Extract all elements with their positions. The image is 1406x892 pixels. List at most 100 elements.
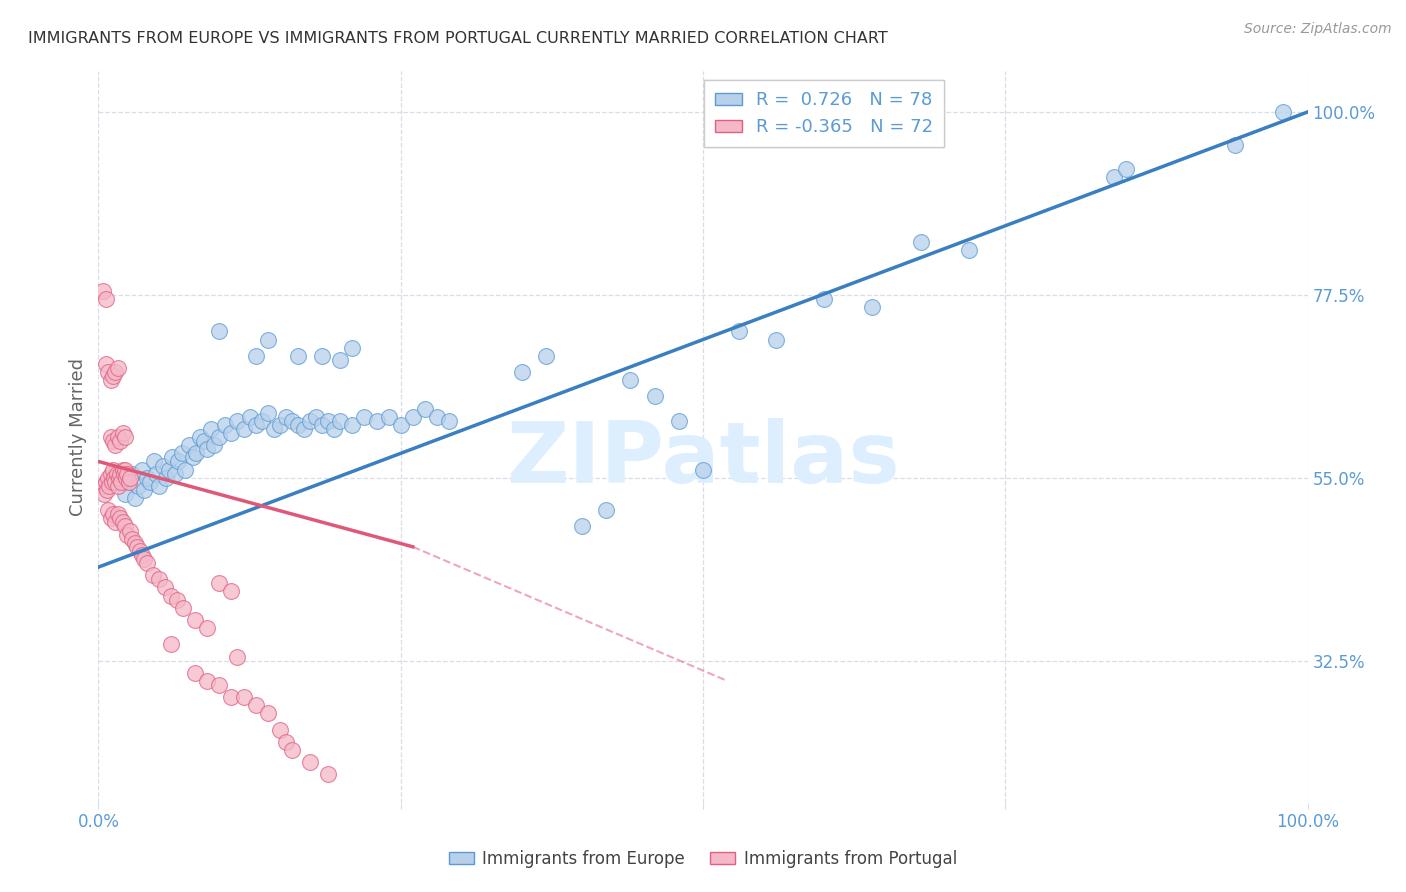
Point — [329, 414, 352, 428]
Point — [510, 365, 533, 379]
Point — [813, 292, 835, 306]
Point — [166, 592, 188, 607]
Point — [163, 467, 186, 481]
Point — [179, 438, 201, 452]
Point — [135, 556, 157, 570]
Point — [108, 511, 131, 525]
Point — [94, 475, 117, 489]
Point — [437, 414, 460, 428]
Point — [389, 417, 412, 432]
Point — [100, 511, 122, 525]
Point — [100, 430, 122, 444]
Point — [101, 462, 124, 476]
Point — [311, 349, 333, 363]
Point — [127, 479, 149, 493]
Point — [426, 409, 449, 424]
Point — [131, 548, 153, 562]
Point — [221, 584, 243, 599]
Point — [104, 365, 127, 379]
Point — [274, 735, 297, 749]
Point — [131, 462, 153, 476]
Point — [232, 422, 254, 436]
Point — [145, 467, 167, 481]
Point — [148, 572, 170, 586]
Point — [1272, 105, 1295, 120]
Point — [534, 349, 557, 363]
Point — [107, 361, 129, 376]
Point — [269, 723, 291, 737]
Point — [256, 706, 278, 721]
Point — [619, 373, 641, 387]
Point — [413, 401, 436, 416]
Point — [101, 369, 124, 384]
Point — [124, 491, 146, 505]
Point — [114, 519, 136, 533]
Point — [305, 409, 328, 424]
Point — [114, 430, 136, 444]
Point — [195, 621, 218, 635]
Point — [595, 503, 617, 517]
Point — [121, 532, 143, 546]
Point — [214, 417, 236, 432]
Point — [121, 467, 143, 481]
Point — [402, 409, 425, 424]
Point — [127, 540, 149, 554]
Point — [208, 678, 231, 692]
Point — [299, 755, 322, 769]
Point — [101, 508, 124, 522]
Point — [316, 767, 339, 781]
Point — [269, 417, 291, 432]
Point — [281, 414, 304, 428]
Point — [143, 454, 166, 468]
Point — [311, 417, 333, 432]
Point — [174, 462, 197, 476]
Point — [100, 467, 122, 481]
Point — [112, 467, 135, 481]
Point — [148, 479, 170, 493]
Point — [124, 535, 146, 549]
Point — [91, 479, 114, 493]
Point — [155, 471, 177, 485]
Point — [323, 422, 346, 436]
Point — [287, 417, 309, 432]
Point — [104, 475, 127, 489]
Point — [910, 235, 932, 249]
Point — [153, 581, 176, 595]
Legend: Immigrants from Europe, Immigrants from Portugal: Immigrants from Europe, Immigrants from … — [443, 844, 963, 875]
Point — [274, 409, 297, 424]
Point — [115, 471, 138, 485]
Point — [160, 637, 183, 651]
Point — [208, 430, 231, 444]
Point — [239, 409, 262, 424]
Point — [94, 292, 117, 306]
Point — [200, 422, 222, 436]
Point — [193, 434, 215, 449]
Point — [111, 425, 134, 440]
Text: ZIPatlas: ZIPatlas — [506, 417, 900, 500]
Point — [299, 414, 322, 428]
Point — [108, 434, 131, 449]
Point — [256, 333, 278, 347]
Point — [139, 475, 162, 489]
Point — [118, 471, 141, 485]
Point — [250, 414, 273, 428]
Point — [157, 462, 180, 476]
Point — [91, 284, 114, 298]
Point — [366, 414, 388, 428]
Point — [342, 417, 364, 432]
Point — [103, 471, 125, 485]
Point — [281, 743, 304, 757]
Point — [184, 613, 207, 627]
Point — [105, 467, 128, 481]
Point — [226, 649, 249, 664]
Point — [221, 425, 243, 440]
Point — [172, 600, 194, 615]
Point — [263, 422, 285, 436]
Point — [245, 349, 267, 363]
Point — [226, 414, 249, 428]
Point — [98, 479, 121, 493]
Point — [117, 527, 139, 541]
Point — [204, 438, 226, 452]
Point — [111, 462, 134, 476]
Point — [107, 479, 129, 493]
